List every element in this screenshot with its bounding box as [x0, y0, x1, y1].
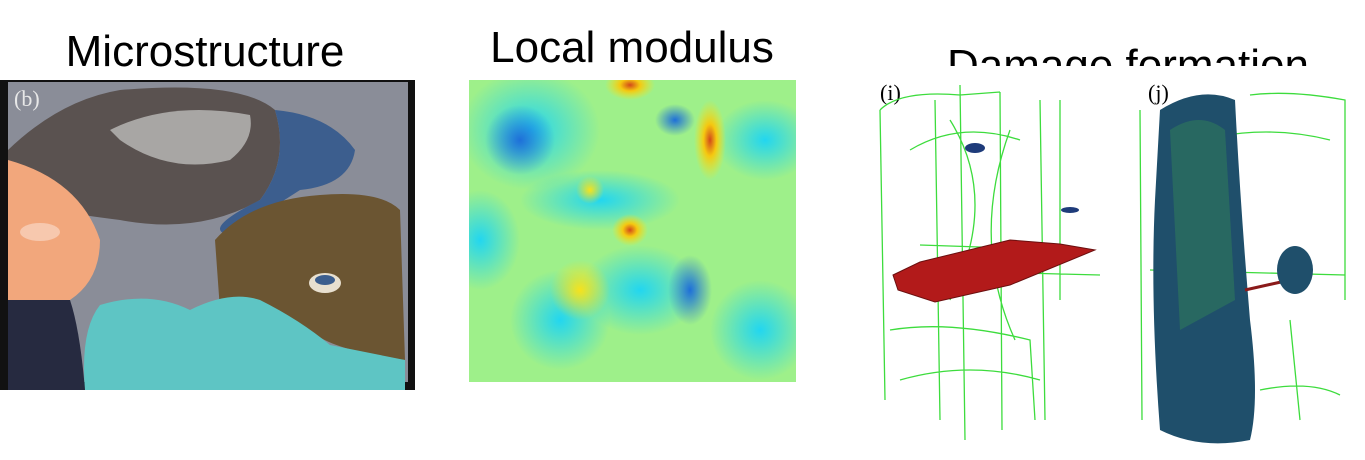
clipped-title: Damage formation [947, 41, 1309, 90]
modulus-map [469, 80, 796, 382]
panel-label: (i) [880, 80, 901, 105]
panel-label: (b) [14, 86, 40, 111]
damage-image-j: (j) [1139, 80, 1346, 444]
panel-title: Local modulus [490, 23, 774, 72]
panel-title: Microstructure [66, 27, 345, 76]
damage-image-i: (i) [879, 80, 1101, 441]
panel-title: Damage formation [947, 41, 1309, 90]
microstructure-image: (b) [0, 80, 415, 390]
panel-label: (j) [1148, 80, 1169, 105]
